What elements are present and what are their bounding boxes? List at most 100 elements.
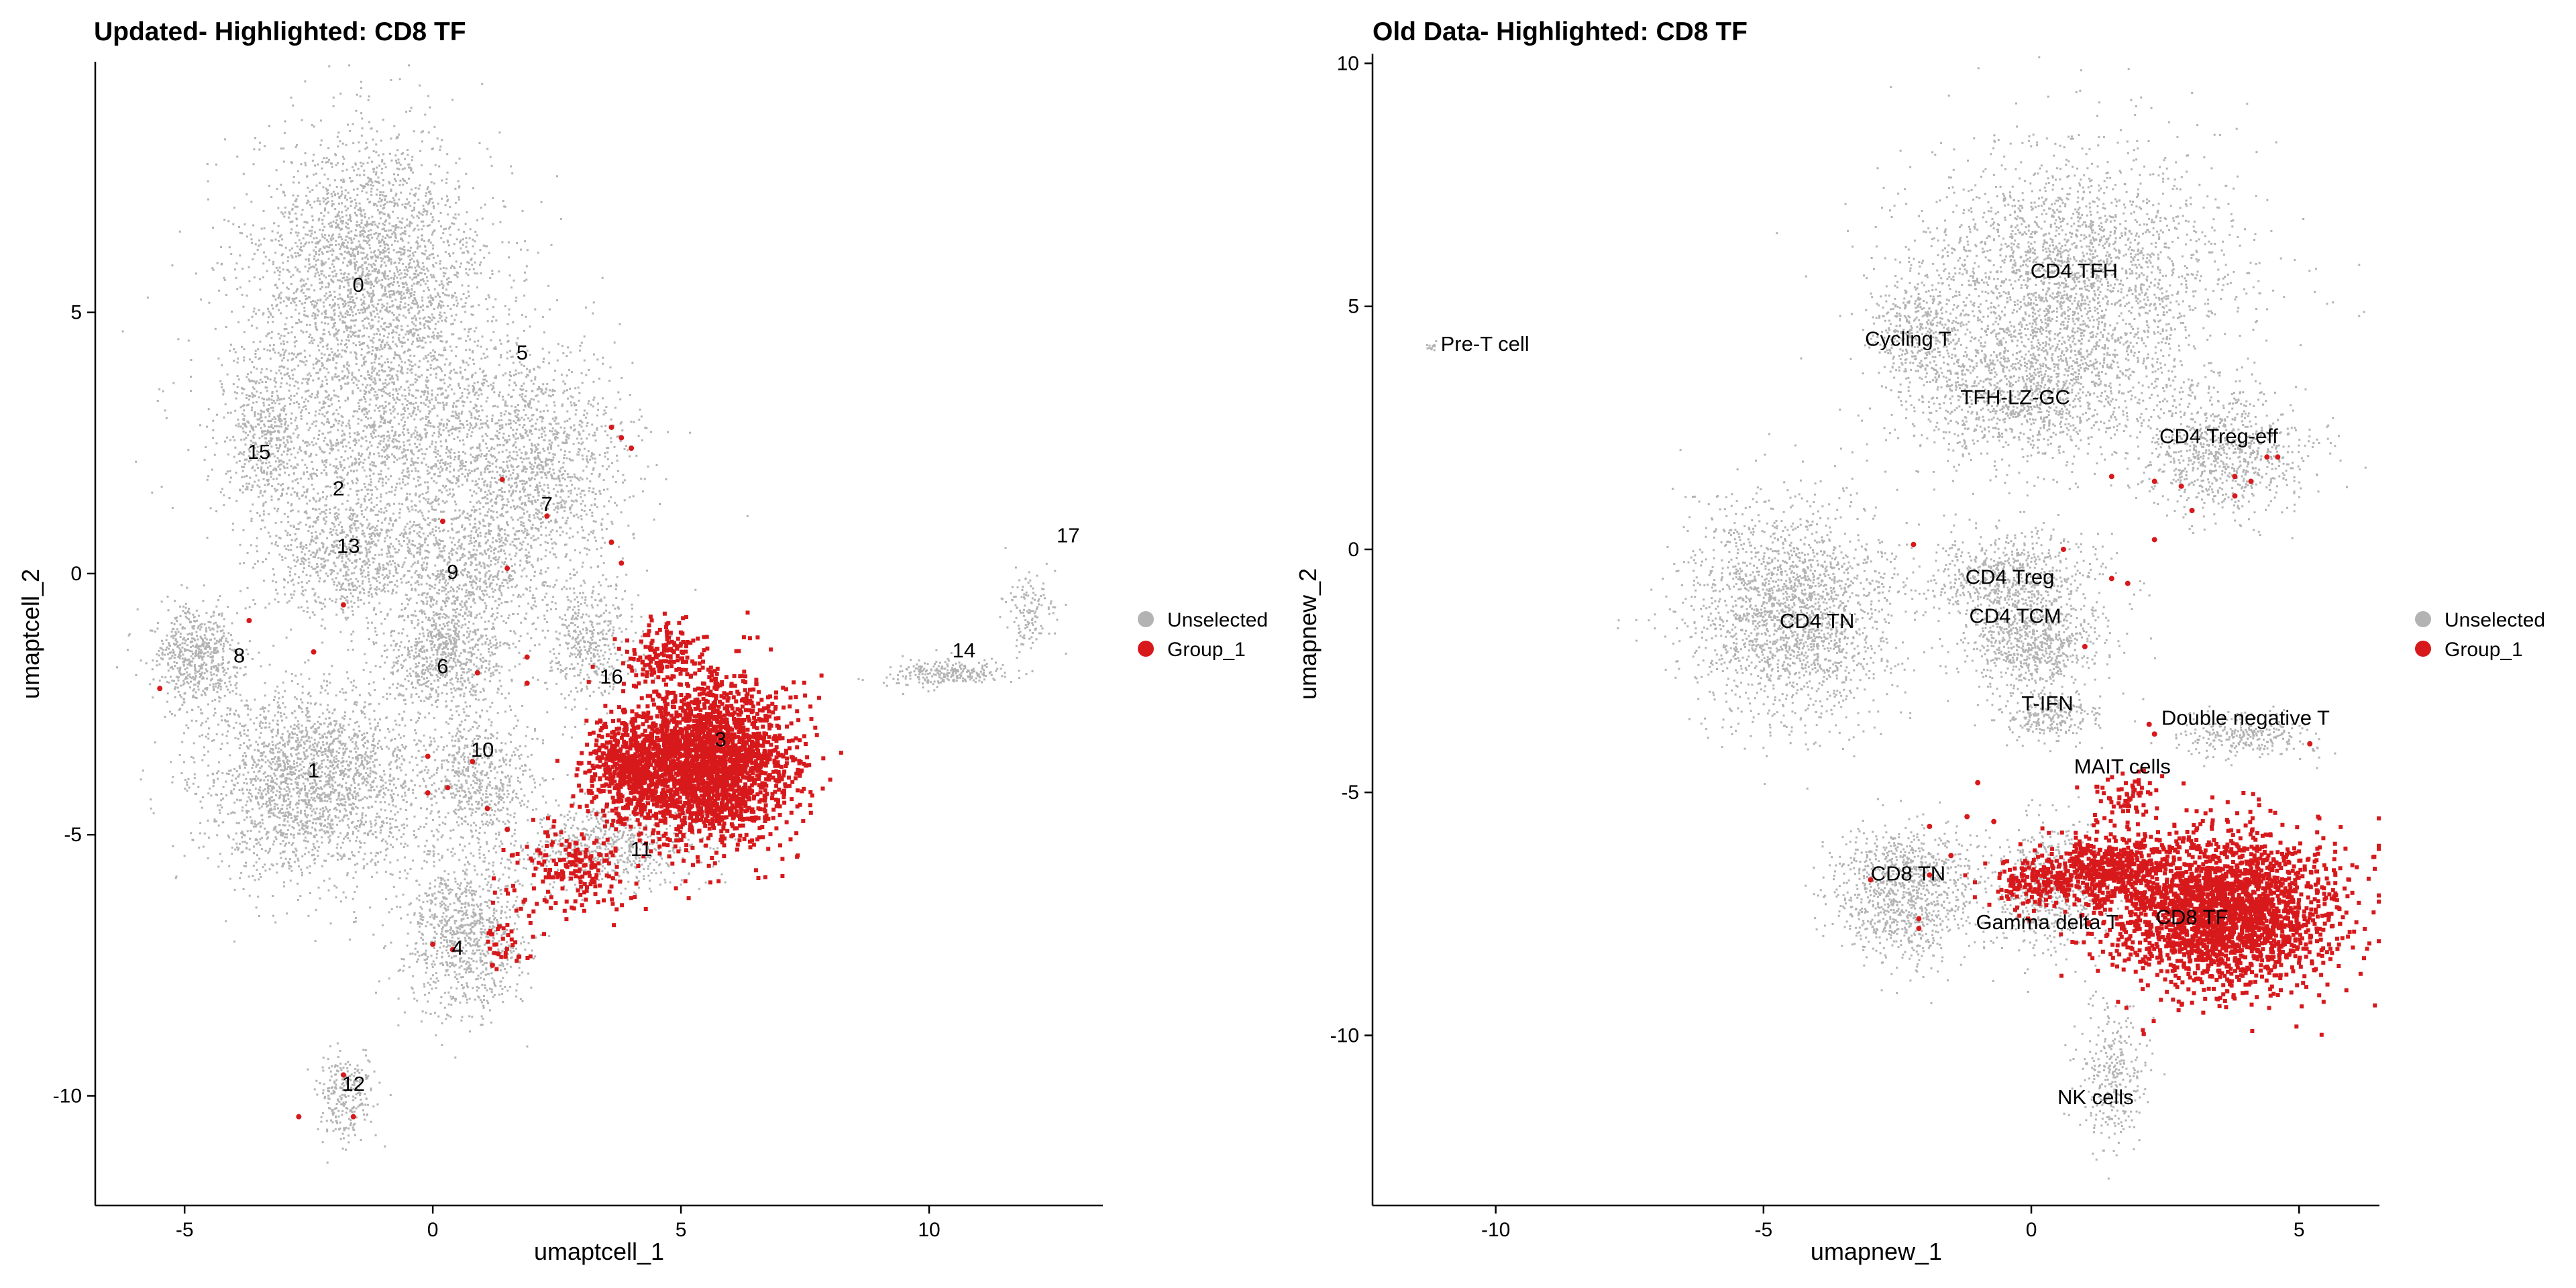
left-y-tick-label: 0 xyxy=(70,563,82,585)
left-group-1-point xyxy=(504,826,511,833)
right-cluster-label: Gamma delta T xyxy=(1976,910,2118,934)
right-plot-title: Old Data- Highlighted: CD8 TF xyxy=(1373,17,1748,46)
right-x-tick-label: -10 xyxy=(1481,1219,1510,1241)
left-group-1-point xyxy=(544,513,550,519)
left-x-tick-label: 10 xyxy=(918,1219,940,1241)
left-legend: Unselected Group_1 xyxy=(1138,609,1268,661)
right-group-1-point xyxy=(2189,508,2195,514)
left-group-1-point xyxy=(350,1114,356,1120)
right-group-1-point xyxy=(2275,454,2281,460)
left-group-1-point xyxy=(474,669,480,676)
left-group-1-point xyxy=(470,759,476,765)
right-cluster-label: Cycling T xyxy=(1865,327,1951,351)
left-unselected-cells xyxy=(116,64,1067,1164)
left-x-tick-label: 0 xyxy=(427,1219,439,1241)
right-group-1-point xyxy=(2146,721,2152,727)
left-group-1-point xyxy=(484,806,490,812)
right-group-1-point xyxy=(1927,872,1933,878)
left-group-1-point xyxy=(425,790,431,796)
right-axis-ticks: -10 -5 0 5 -10 -5 0 5 10 xyxy=(1330,52,2305,1241)
right-legend: Unselected Group_1 xyxy=(2415,609,2545,661)
right-group-1-point xyxy=(2307,741,2313,747)
left-group-1-point xyxy=(619,435,625,441)
left-group-1-point xyxy=(449,947,455,953)
right-group-1-point xyxy=(1916,916,1922,922)
right-points-layer xyxy=(1426,56,2381,1180)
left-group-1-point xyxy=(340,1072,346,1078)
left-cluster-label: 1 xyxy=(308,759,319,782)
left-group-1-point xyxy=(499,476,505,482)
left-group-1-point xyxy=(489,962,495,968)
left-group-1-point xyxy=(504,566,511,572)
left-legend-group1-label: Group_1 xyxy=(1167,639,1246,661)
right-y-tick-label: 5 xyxy=(1348,296,1359,318)
left-y-tick-label: 5 xyxy=(70,302,82,324)
right-legend-unselected-swatch xyxy=(2415,611,2431,627)
right-group-1-point xyxy=(2151,537,2157,543)
left-cluster-label: 6 xyxy=(437,654,448,678)
left-cluster-label: 12 xyxy=(342,1072,365,1095)
right-y-axis-label: umapnew_2 xyxy=(1294,568,1322,700)
right-cluster-label: CD4 TFH xyxy=(2031,259,2118,282)
right-group-1-point xyxy=(1868,877,1874,883)
right-group-1-point xyxy=(2178,483,2184,489)
left-group-1-point xyxy=(246,618,252,624)
left-cluster-label: 4 xyxy=(452,936,464,960)
right-group-1-point xyxy=(1916,926,1922,932)
left-cluster-label: 8 xyxy=(233,644,245,667)
left-cluster-label: 17 xyxy=(1057,524,1079,547)
left-group-1-point xyxy=(445,785,451,791)
right-cluster-label: T-IFN xyxy=(2021,692,2074,715)
right-y-tick-label: 10 xyxy=(1337,52,1359,74)
right-group-1-point xyxy=(1991,818,1997,824)
left-cluster-label: 11 xyxy=(631,837,652,861)
left-cluster-label: 7 xyxy=(541,492,553,516)
right-group-1-point xyxy=(2125,580,2131,586)
left-y-tick-label: -5 xyxy=(64,824,82,846)
right-cluster-label: CD8 TF xyxy=(2156,906,2229,929)
right-group-1-point xyxy=(2060,546,2066,552)
left-cluster-label: 14 xyxy=(953,639,975,662)
left-group-1-point xyxy=(439,519,445,525)
right-cluster-label: TFH-LZ-GC xyxy=(1960,386,2070,409)
left-axis-ticks: -5 0 5 10 -10 -5 0 5 xyxy=(53,302,941,1241)
right-group-1-point xyxy=(2108,474,2114,480)
right-cluster-labels: CD4 TFH Pre-T cell Cycling T TFH-LZ-GC CD4 T… xyxy=(1441,259,2330,1109)
left-cluster-label: 0 xyxy=(353,273,364,297)
right-legend-group1-label: Group_1 xyxy=(2445,639,2523,661)
left-x-tick-label: 5 xyxy=(676,1219,687,1241)
left-legend-unselected-swatch xyxy=(1138,611,1154,627)
left-legend-group1-swatch xyxy=(1138,641,1154,657)
right-group-1-point xyxy=(2082,643,2088,649)
right-y-tick-label: -5 xyxy=(1341,782,1359,804)
left-cluster-label: 16 xyxy=(600,665,623,688)
left-group-1-point xyxy=(608,424,614,430)
right-x-tick-label: -5 xyxy=(1754,1219,1772,1241)
right-cluster-label: MAIT cells xyxy=(2074,755,2171,778)
right-cluster-label: CD4 TCM xyxy=(1969,604,2061,628)
right-x-tick-label: 5 xyxy=(2294,1219,2305,1241)
left-x-axis-label: umaptcell_1 xyxy=(534,1238,664,1265)
right-group-1-point xyxy=(1975,780,1981,786)
left-cluster-label: 13 xyxy=(337,534,360,557)
right-cluster-label: Pre-T cell xyxy=(1441,332,1529,356)
left-group-1-point xyxy=(629,445,635,451)
right-cluster-label: CD8 TN xyxy=(1871,862,1945,885)
right-x-tick-label: 0 xyxy=(2026,1219,2037,1241)
right-group-1-point xyxy=(2264,454,2270,460)
left-legend-unselected-label: Unselected xyxy=(1167,609,1268,631)
left-cluster-label: 2 xyxy=(333,477,344,500)
left-plot-title: Updated- Highlighted: CD8 TF xyxy=(94,17,466,46)
right-cluster-label: CD4 Treg-eff xyxy=(2159,425,2278,448)
left-group-1-point xyxy=(524,654,530,660)
left-group-1-point xyxy=(157,686,163,692)
left-group-1-point xyxy=(608,539,614,545)
left-cluster-label: 5 xyxy=(517,341,528,364)
right-cluster-label: NK cells xyxy=(2057,1085,2134,1109)
right-cluster-label: CD4 TN xyxy=(1780,609,1854,633)
left-group-1-point xyxy=(296,1114,302,1120)
right-group-1-point xyxy=(2232,474,2238,480)
left-group-1-point xyxy=(619,560,625,566)
